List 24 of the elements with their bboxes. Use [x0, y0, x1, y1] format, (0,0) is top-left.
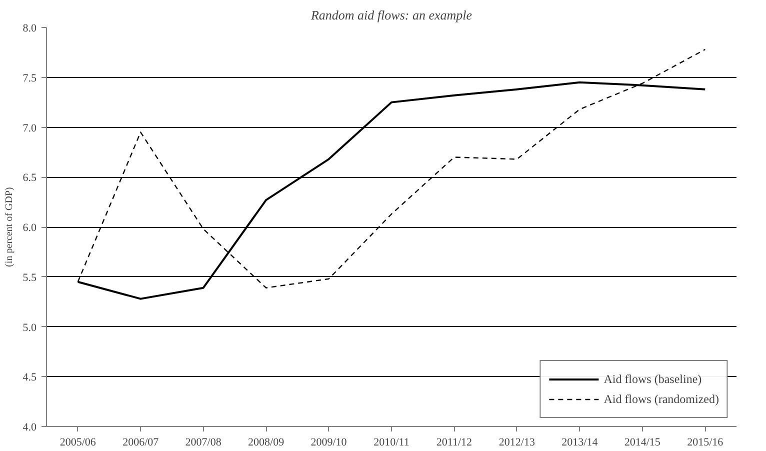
y-tick-label: 7.0: [22, 122, 37, 134]
x-tick-label: 2007/08: [185, 436, 222, 448]
legend-label: Aid flows (randomized): [604, 392, 719, 406]
x-tick-label: 2011/12: [436, 436, 472, 448]
x-tick-label: 2015/16: [687, 436, 724, 448]
y-tick-label: 4.5: [22, 372, 37, 384]
y-tick-label: 5.5: [22, 272, 37, 284]
x-tick-label: 2006/07: [122, 436, 160, 448]
legend-label: Aid flows (baseline): [604, 372, 702, 386]
y-tick-label: 5.0: [22, 322, 37, 334]
x-tick-label: 2005/06: [60, 436, 96, 448]
y-tick-label: 6.5: [22, 172, 37, 184]
x-tick-label: 2008/09: [248, 436, 285, 448]
chart-title: Random aid flows: an example: [310, 8, 472, 22]
x-tick-label: 2013/14: [562, 436, 598, 448]
y-tick-label: 6.0: [22, 222, 37, 234]
y-tick-label: 8.0: [22, 22, 37, 34]
x-tick-label: 2012/13: [498, 436, 536, 448]
y-axis-title: (in percent of GDP): [4, 187, 15, 267]
x-tick-label: 2014/15: [624, 436, 661, 448]
y-tick-label: 7.5: [22, 72, 37, 84]
x-tick-label: 2009/10: [310, 436, 348, 448]
x-tick-label: 2010/11: [374, 436, 410, 448]
y-tick-label: 4.0: [22, 422, 37, 434]
